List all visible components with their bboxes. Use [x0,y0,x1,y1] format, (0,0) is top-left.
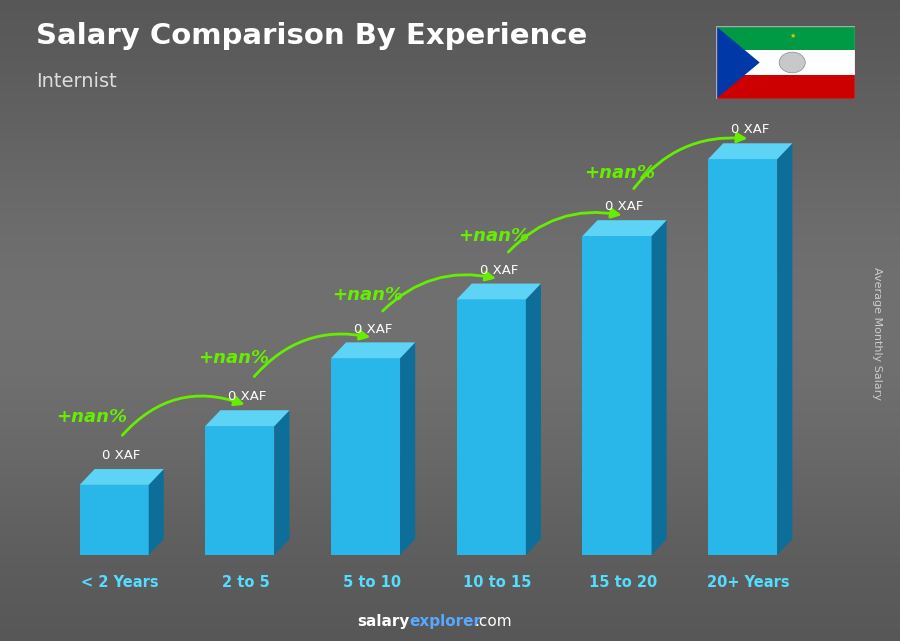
Polygon shape [652,221,667,555]
Bar [79,485,148,555]
Bar [456,299,526,555]
Circle shape [779,52,806,73]
Text: ★: ★ [789,33,796,39]
Text: +nan%: +nan% [584,163,655,182]
Polygon shape [148,469,164,555]
Polygon shape [716,26,760,99]
Text: +nan%: +nan% [56,408,127,426]
Bar [331,358,400,555]
Bar [708,159,778,555]
Polygon shape [79,469,164,485]
Bar [716,50,855,75]
Bar [716,75,855,99]
Polygon shape [708,144,792,159]
Text: Salary Comparison By Experience: Salary Comparison By Experience [36,22,587,51]
Text: 15 to 20: 15 to 20 [589,576,657,590]
Text: 0 XAF: 0 XAF [731,124,770,137]
Polygon shape [456,283,541,299]
Text: 10 to 15: 10 to 15 [464,576,532,590]
Text: 0 XAF: 0 XAF [354,322,392,336]
Polygon shape [400,342,415,555]
Bar [205,426,274,555]
Text: 0 XAF: 0 XAF [480,263,518,277]
Text: explorer: explorer [410,615,482,629]
Text: 0 XAF: 0 XAF [229,390,266,403]
Text: < 2 Years: < 2 Years [81,576,159,590]
Text: 0 XAF: 0 XAF [606,201,644,213]
Bar [582,236,652,555]
Text: +nan%: +nan% [198,349,269,367]
Text: 2 to 5: 2 to 5 [222,576,270,590]
Text: 5 to 10: 5 to 10 [343,576,400,590]
Polygon shape [778,144,792,555]
Polygon shape [274,410,290,555]
Text: 0 XAF: 0 XAF [103,449,141,462]
Text: 20+ Years: 20+ Years [707,576,790,590]
Text: salary: salary [357,615,410,629]
Polygon shape [205,410,290,426]
Polygon shape [526,283,541,555]
Bar [716,26,855,50]
Polygon shape [582,221,667,236]
Text: .com: .com [474,615,512,629]
Text: Internist: Internist [36,72,117,91]
Polygon shape [331,342,415,358]
Text: +nan%: +nan% [458,227,529,245]
Text: Average Monthly Salary: Average Monthly Salary [872,267,883,400]
Text: +nan%: +nan% [333,286,403,304]
